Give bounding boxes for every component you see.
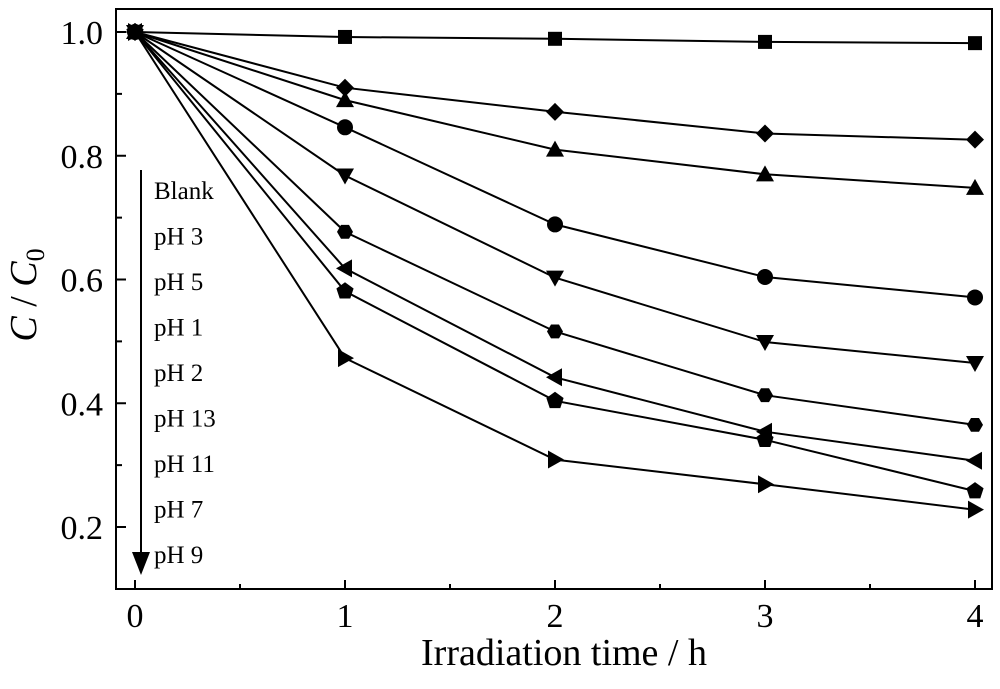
legend-entry-ph-2: pH 2 (154, 360, 203, 387)
data-point-ph-9-1 (338, 349, 354, 368)
data-point-ph-9-4 (968, 500, 984, 519)
legend-entry-ph-9: pH 9 (154, 542, 203, 569)
data-point-ph-5-2 (546, 140, 564, 157)
data-point-ph-2-3 (756, 334, 774, 351)
data-point-ph-13-2 (547, 324, 563, 339)
data-point-ph-3-2 (546, 102, 564, 121)
y-axis-title-subscript: 0 (21, 248, 50, 261)
y-tick-label-2: 0.6 (61, 263, 104, 300)
ticks-layer: 0 1 2 3 4 0.2 0.4 0.6 0.8 1.0 (61, 15, 984, 635)
data-point-ph-7-3 (756, 430, 774, 447)
series-line-ph-3 (134, 31, 976, 141)
data-point-ph-5-3 (756, 165, 774, 182)
data-point-blank-3 (758, 34, 772, 49)
legend-entry-ph-7: pH 7 (154, 497, 203, 524)
y-axis-title-main-2: C (3, 261, 45, 287)
data-point-ph-3-1 (336, 78, 354, 97)
series-blank (128, 25, 982, 51)
legend: Blank pH 3 pH 5 pH 1 pH 2 pH 13 pH 11 pH 7 pH 9 (132, 170, 216, 575)
y-tick-label-3: 0.8 (61, 139, 104, 176)
data-point-ph-3-4 (966, 130, 984, 149)
y-axis-title-main: C (3, 316, 45, 342)
data-point-blank-2 (548, 31, 562, 46)
x-tick-label-0: 0 (127, 598, 144, 635)
legend-arrow-head-icon (132, 552, 150, 575)
data-point-ph-7-4 (966, 482, 984, 499)
data-point-ph-11-1 (336, 259, 352, 278)
data-point-ph-11-4 (966, 451, 982, 470)
data-point-ph-7-1 (336, 282, 354, 299)
data-point-ph-5-1 (336, 91, 354, 108)
data-point-ph-13-4 (967, 418, 983, 432)
y-tick-label-1: 0.4 (61, 386, 104, 423)
x-tick-label-1: 1 (337, 598, 354, 635)
legend-entry-ph-13: pH 13 (154, 406, 216, 433)
data-point-ph-9-0 (128, 23, 144, 41)
series-ph-7 (126, 23, 984, 499)
y-tick-label-4: 1.0 (61, 15, 104, 52)
data-point-blank-1 (338, 29, 352, 44)
series-line-ph-7 (134, 31, 976, 493)
data-point-ph-11-2 (546, 368, 562, 387)
series-ph-1 (127, 24, 983, 306)
data-point-ph-2-4 (966, 356, 984, 373)
data-point-ph-1-2 (547, 216, 563, 233)
x-axis-title: Irradiation time / h (421, 632, 707, 674)
legend-entry-ph-11: pH 11 (154, 451, 215, 478)
legend-entry-blank: Blank (154, 178, 214, 205)
y-tick-label-0: 0.2 (61, 510, 104, 547)
data-point-ph-13-1 (337, 224, 353, 239)
series-ph-9 (128, 23, 984, 519)
data-point-ph-7-2 (546, 391, 564, 409)
data-point-ph-5-4 (966, 178, 984, 195)
data-point-ph-2-2 (546, 270, 564, 287)
y-axis-title-sep: / (3, 287, 45, 317)
data-point-ph-1-1 (337, 119, 353, 136)
legend-entry-ph-3: pH 3 (154, 224, 203, 251)
x-tick-label-3: 3 (757, 598, 774, 635)
data-point-ph-9-2 (548, 450, 564, 469)
data-point-ph-1-3 (757, 269, 773, 286)
data-point-ph-3-3 (756, 124, 774, 143)
data-point-ph-2-1 (336, 168, 354, 185)
data-point-ph-1-4 (967, 289, 983, 306)
legend-entry-ph-1: pH 1 (154, 315, 203, 342)
data-point-ph-13-3 (757, 388, 773, 403)
data-point-blank-4 (968, 36, 982, 51)
series-line-ph-2 (134, 31, 976, 364)
x-tick-label-2: 2 (547, 598, 564, 635)
series-ph-2 (126, 25, 984, 373)
y-axis-title: C / C0 (3, 248, 50, 341)
x-tick-label-4: 4 (967, 598, 984, 635)
plot-frame (115, 8, 993, 590)
data-point-ph-9-3 (758, 475, 774, 494)
legend-entry-ph-5: pH 5 (154, 269, 203, 296)
series-layer (126, 23, 984, 519)
